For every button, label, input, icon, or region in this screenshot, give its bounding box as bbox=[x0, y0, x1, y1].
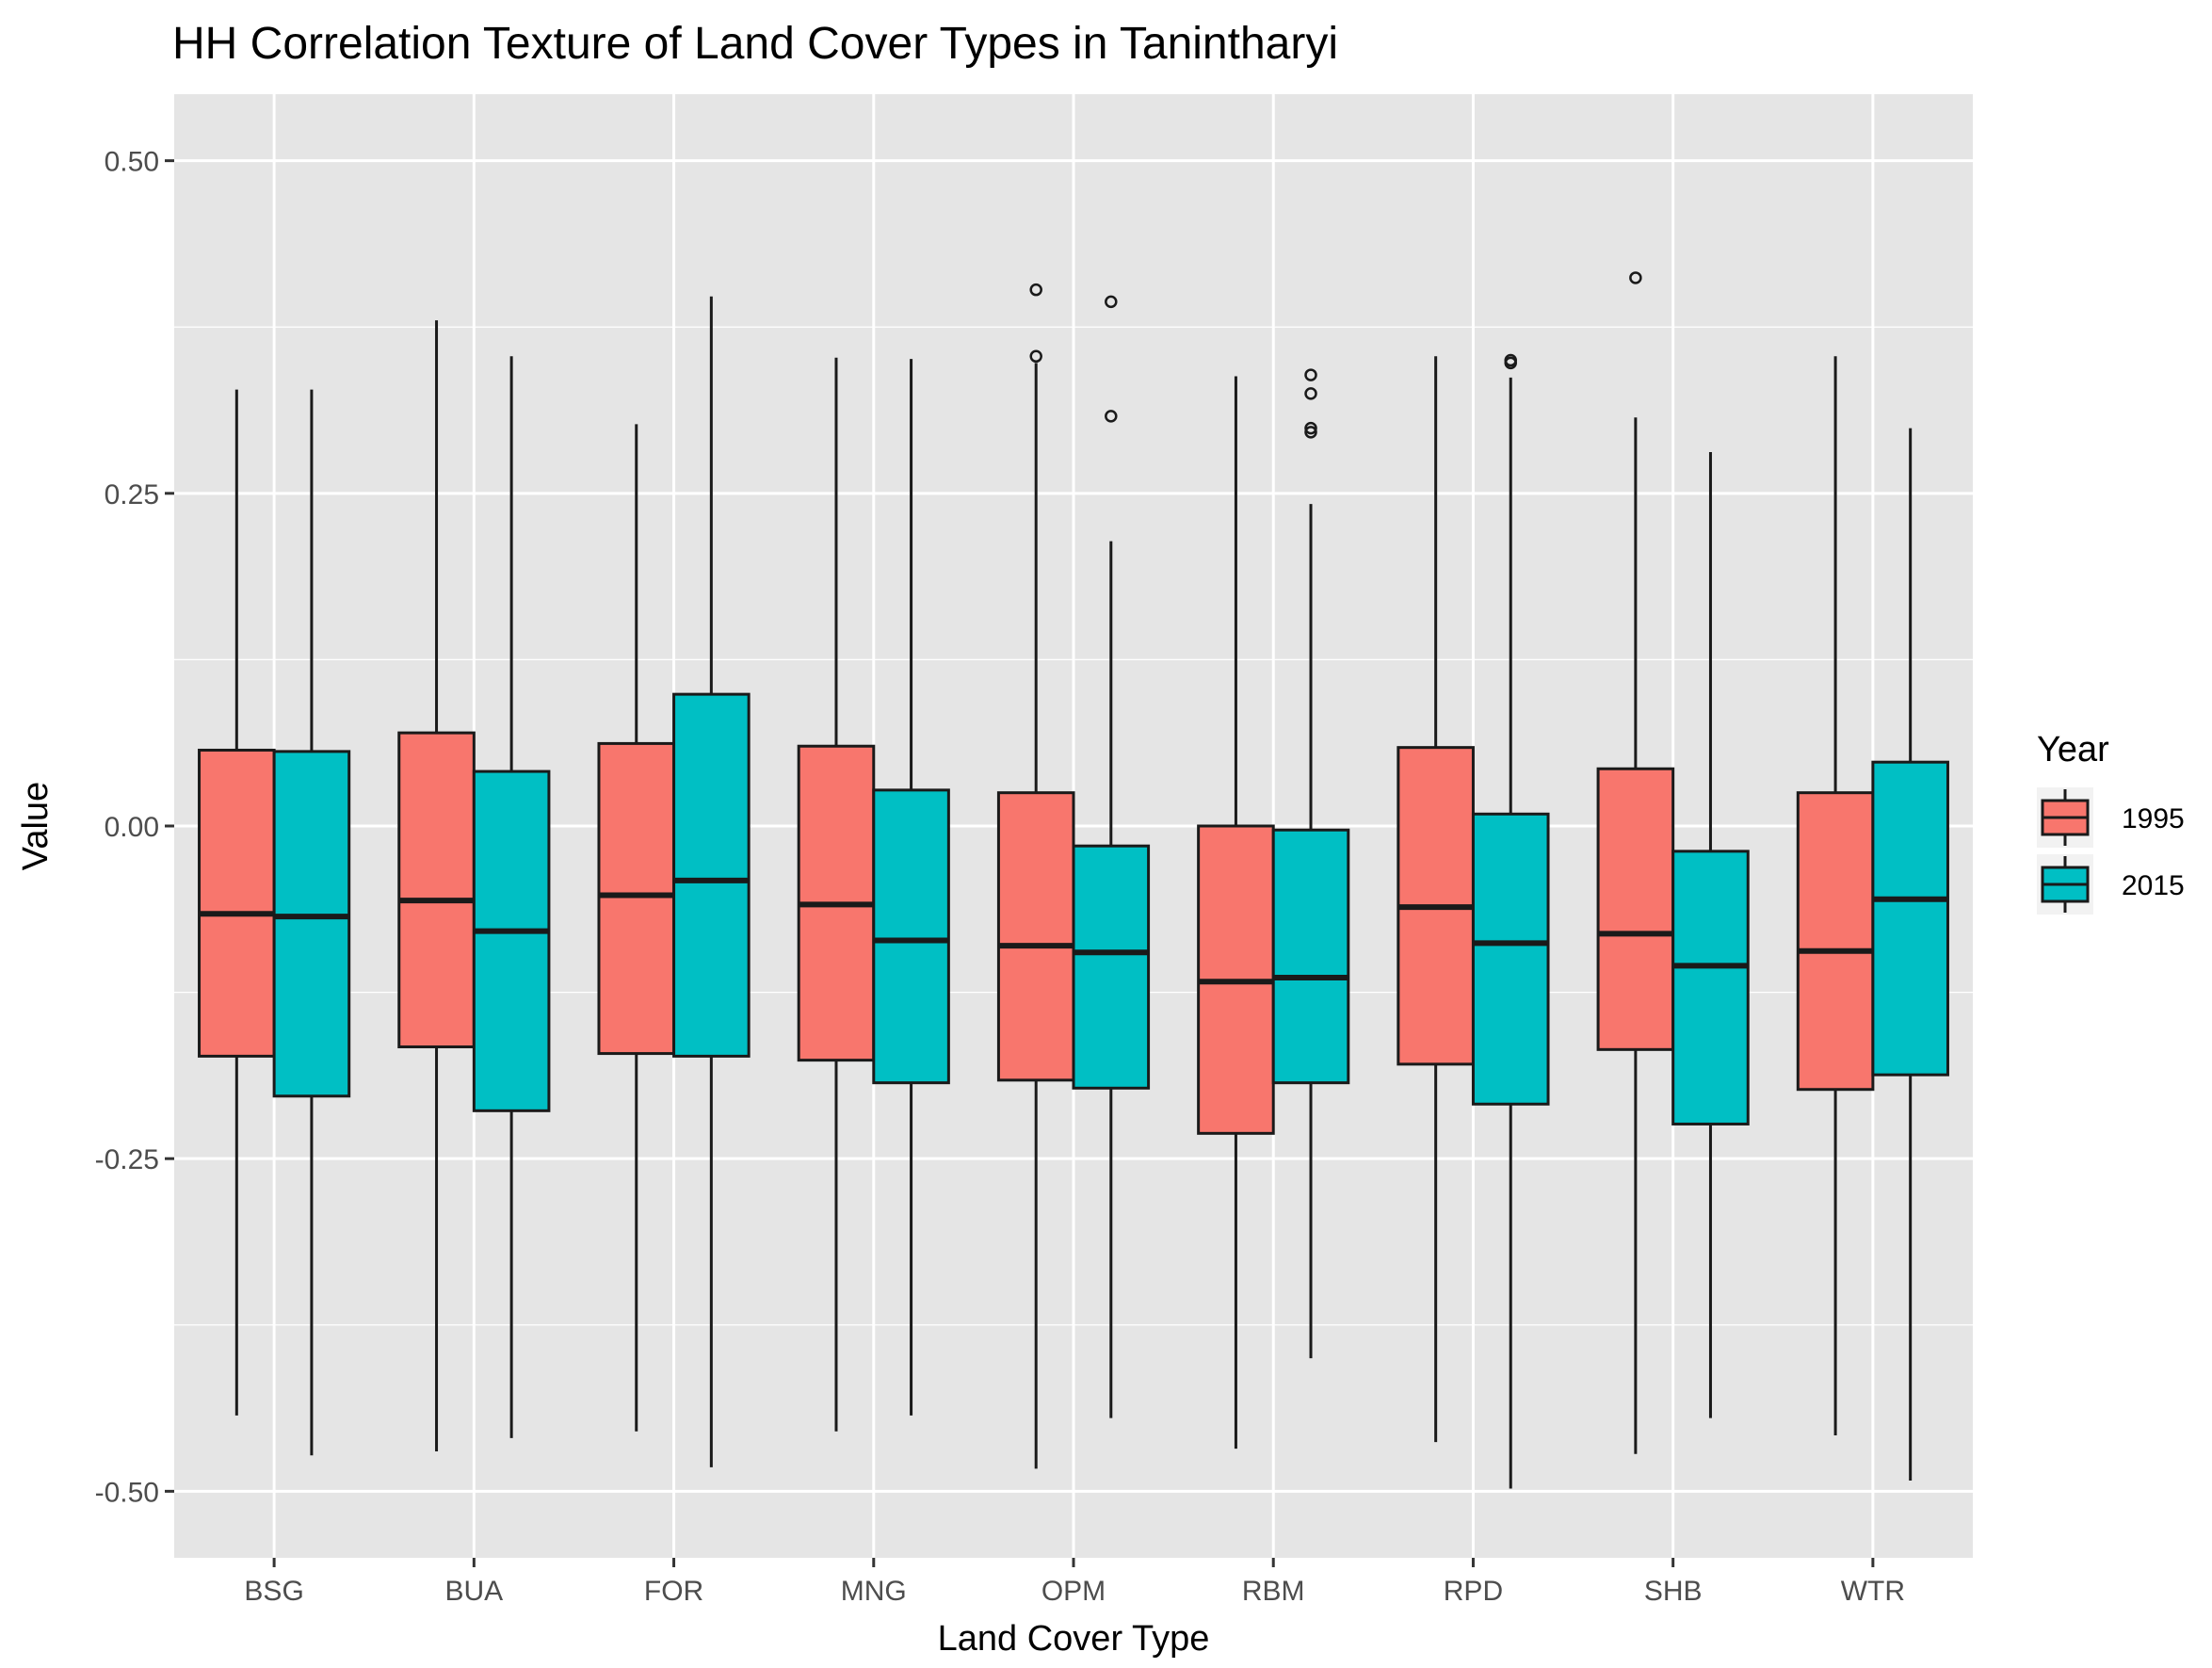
legend-label-1995: 1995 bbox=[2122, 803, 2185, 834]
box-WTR-2015 bbox=[1871, 428, 1949, 1482]
outlier-point bbox=[1504, 353, 1517, 367]
outlier-point bbox=[1304, 387, 1317, 400]
box-FOR-2015 bbox=[672, 296, 751, 1467]
outlier-point bbox=[1629, 271, 1642, 284]
box-body bbox=[1671, 850, 1750, 1125]
box-BUA-2015 bbox=[472, 356, 551, 1438]
outlier-point bbox=[1029, 283, 1042, 297]
outlier-point bbox=[1105, 410, 1118, 423]
box-body bbox=[1796, 791, 1875, 1092]
y-tick-label: 0.00 bbox=[105, 812, 159, 843]
x-tick-label: RBM bbox=[1242, 1576, 1305, 1607]
y-tick-label: 0.25 bbox=[105, 479, 159, 510]
outlier-point bbox=[1304, 421, 1317, 435]
y-tick-label: -0.25 bbox=[95, 1144, 159, 1175]
box-body bbox=[1871, 760, 1949, 1077]
y-axis-title: Value bbox=[16, 782, 56, 870]
chart-title: HH Correlation Texture of Land Cover Typ… bbox=[172, 19, 1338, 69]
x-tick-label: OPM bbox=[1041, 1576, 1106, 1607]
outlier-point bbox=[1105, 295, 1118, 309]
boxes bbox=[198, 271, 1949, 1489]
x-tick-label: MNG bbox=[841, 1576, 907, 1607]
box-RBM-2015 bbox=[1271, 368, 1350, 1359]
x-axis-title: Land Cover Type bbox=[938, 1619, 1210, 1659]
box-body bbox=[672, 692, 751, 1058]
x-tick-label: RPD bbox=[1444, 1576, 1503, 1607]
box-body bbox=[1072, 844, 1151, 1090]
x-axis: BSG BUA FOR MNG OPM RBM RPD SHB WTR bbox=[244, 1558, 1905, 1607]
y-axis: -0.50 -0.25 0.00 0.25 0.50 bbox=[95, 147, 174, 1508]
x-tick-label: FOR bbox=[644, 1576, 703, 1607]
box-RPD-2015 bbox=[1471, 353, 1550, 1489]
legend: Year 1995 2015 bbox=[2037, 730, 2185, 915]
legend-title: Year bbox=[2037, 730, 2109, 769]
box-body bbox=[597, 741, 676, 1056]
x-tick-label: BUA bbox=[444, 1576, 503, 1607]
box-body bbox=[1596, 767, 1675, 1051]
box-body bbox=[272, 750, 351, 1098]
x-tick-label: BSG bbox=[244, 1576, 303, 1607]
box-SHB-2015 bbox=[1671, 452, 1750, 1418]
outlier-point bbox=[1304, 426, 1317, 439]
box-RBM-1995 bbox=[1197, 376, 1275, 1449]
legend-label-2015: 2015 bbox=[2122, 870, 2185, 901]
box-OPM-1995 bbox=[996, 283, 1075, 1469]
box-BSG-1995 bbox=[198, 389, 276, 1416]
box-body bbox=[198, 748, 276, 1058]
box-RPD-1995 bbox=[1397, 356, 1475, 1443]
legend-key-2015 bbox=[2037, 854, 2093, 915]
box-body bbox=[1271, 828, 1350, 1085]
x-tick-label: WTR bbox=[1841, 1576, 1905, 1607]
box-body bbox=[872, 788, 950, 1085]
box-MNG-2015 bbox=[872, 359, 950, 1416]
box-body bbox=[1471, 812, 1550, 1106]
box-body bbox=[472, 769, 551, 1112]
box-FOR-1995 bbox=[597, 424, 676, 1432]
box-body bbox=[996, 791, 1075, 1082]
legend-keys bbox=[2037, 787, 2093, 915]
box-body bbox=[397, 731, 476, 1049]
box-BSG-2015 bbox=[272, 389, 351, 1456]
box-BUA-1995 bbox=[397, 320, 476, 1451]
box-MNG-1995 bbox=[797, 357, 876, 1432]
x-tick-label: SHB bbox=[1644, 1576, 1703, 1607]
legend-key-1995 bbox=[2037, 787, 2093, 848]
box-OPM-2015 bbox=[1072, 295, 1151, 1418]
outlier-point bbox=[1029, 349, 1042, 364]
y-tick-label: 0.50 bbox=[105, 147, 159, 178]
y-tick-label: -0.50 bbox=[95, 1477, 159, 1508]
box-WTR-1995 bbox=[1796, 356, 1875, 1436]
outlier-point bbox=[1304, 368, 1317, 381]
